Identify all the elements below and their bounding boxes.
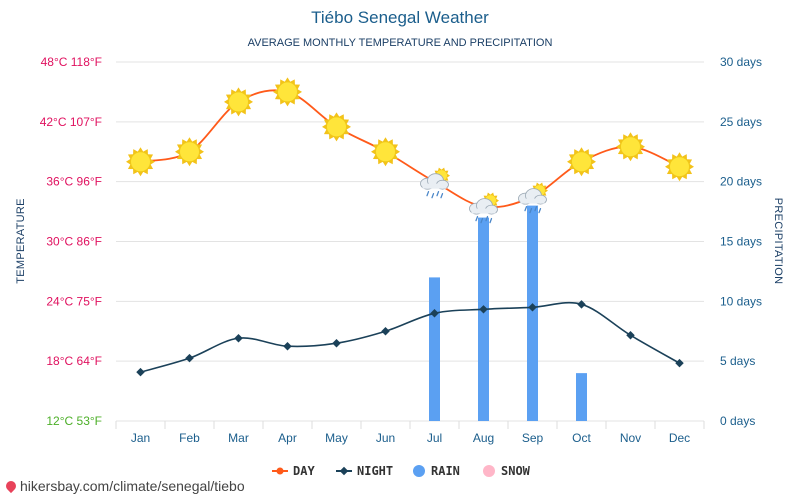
- night-point: [136, 367, 145, 377]
- legend-item-rain[interactable]: RAIN: [413, 464, 460, 478]
- x-tick-label: Jan: [131, 431, 150, 445]
- sun-icon: [273, 77, 302, 107]
- sun-icon: [567, 147, 596, 177]
- chart-title: Tiébo Senegal Weather: [311, 8, 489, 27]
- x-tick-label: Mar: [228, 431, 249, 445]
- x-tick-label: May: [325, 431, 348, 445]
- x-tick-label: Oct: [572, 431, 591, 445]
- chart-subtitle: AVERAGE MONTHLY TEMPERATURE AND PRECIPIT…: [248, 37, 553, 49]
- y-tick-label-right: 25 days: [720, 115, 762, 129]
- legend-label: RAIN: [431, 464, 460, 478]
- night-point: [626, 330, 635, 340]
- footer-link[interactable]: hikersbay.com/climate/senegal/tiebo: [3, 478, 245, 494]
- sun-icon: [322, 112, 351, 142]
- x-tick-label: Aug: [473, 431, 494, 445]
- x-tick-label: Jul: [427, 431, 442, 445]
- x-tick-label: Dec: [669, 431, 690, 445]
- y-tick-label-left: 48°C 118°F: [41, 55, 102, 69]
- night-point: [234, 333, 243, 343]
- night-point: [185, 353, 194, 363]
- y-tick-label-left: 42°C 107°F: [40, 115, 102, 129]
- grid: [115, 61, 705, 429]
- y-tick-label-right: 20 days: [720, 175, 762, 189]
- x-tick-label: Apr: [278, 431, 297, 445]
- y-tick-label-right: 10 days: [720, 294, 762, 308]
- y-tick-label-left: 30°C 86°F: [46, 235, 102, 249]
- sun-cloud-rain-icon: [469, 192, 499, 224]
- sun-cloud-rain-icon: [518, 182, 548, 214]
- y-axis-right: 0 days 5 days 10 days 15 days 20 days 25 days…: [720, 55, 762, 428]
- sun-icon: [175, 137, 204, 167]
- y-tick-label-right: 30 days: [720, 55, 762, 69]
- sun-icon: [126, 147, 155, 177]
- y-tick-label-left: 18°C 64°F: [46, 354, 102, 368]
- y-axis-right-title: PRECIPITATION: [772, 198, 784, 285]
- y-tick-label-left: 36°C 96°F: [46, 175, 102, 189]
- day-line: [140, 89, 680, 209]
- legend-swatch-marker: [339, 466, 349, 476]
- x-tick-label: Nov: [620, 431, 641, 445]
- rain-bar: [478, 217, 489, 421]
- legend-item-snow[interactable]: SNOW: [483, 464, 531, 478]
- rain-bar: [576, 373, 587, 421]
- sun-icon: [224, 87, 253, 117]
- footer-url: hikersbay.com/climate/senegal/tiebo: [20, 478, 245, 494]
- night-point: [528, 303, 537, 312]
- y-tick-label-right: 15 days: [720, 235, 762, 249]
- legend-swatch-circle: [413, 465, 425, 477]
- sun-icon: [665, 152, 694, 182]
- y-axis-left-title: TEMPERATURE: [15, 198, 27, 284]
- location-pin-icon: [3, 478, 19, 494]
- rain-bars: [429, 205, 587, 421]
- legend: DAY NIGHT RAIN SNOW: [272, 464, 531, 478]
- sun-cloud-rain-icon: [420, 167, 450, 199]
- sun-icon: [371, 137, 400, 167]
- x-axis: Jan Feb Mar Apr May Jun Jul Aug Sep Oct Nov Dec: [131, 431, 690, 445]
- sun-icon: [616, 132, 645, 162]
- legend-swatch-circle: [483, 465, 495, 477]
- night-point: [430, 309, 439, 318]
- night-point: [332, 338, 341, 348]
- night-point: [283, 341, 292, 351]
- night-point: [479, 305, 488, 314]
- night-point: [577, 300, 586, 309]
- y-tick-label-right: 0 days: [720, 414, 755, 428]
- y-tick-label-right: 5 days: [720, 354, 755, 368]
- legend-label: DAY: [293, 464, 315, 478]
- y-axis-left: 12°C 53°F 18°C 64°F 24°C 75°F 30°C 86°F 36°C…: [40, 55, 102, 428]
- y-tick-label-left: 24°C 75°F: [46, 294, 102, 308]
- x-tick-label: Jun: [376, 431, 395, 445]
- x-tick-label: Feb: [179, 431, 200, 445]
- legend-label: SNOW: [501, 464, 531, 478]
- legend-label: NIGHT: [357, 464, 393, 478]
- y-tick-label-left: 12°C 53°F: [46, 414, 102, 428]
- weather-icons: [126, 77, 694, 224]
- legend-item-night[interactable]: NIGHT: [336, 464, 393, 478]
- night-line: [140, 301, 680, 373]
- rain-bar: [527, 205, 538, 421]
- rain-bar: [429, 277, 440, 421]
- night-point: [381, 327, 390, 336]
- night-series: [136, 300, 684, 377]
- legend-swatch-marker: [276, 467, 284, 475]
- x-tick-label: Sep: [522, 431, 544, 445]
- night-point: [675, 358, 684, 368]
- legend-item-day[interactable]: DAY: [272, 464, 315, 478]
- day-series: [140, 89, 680, 209]
